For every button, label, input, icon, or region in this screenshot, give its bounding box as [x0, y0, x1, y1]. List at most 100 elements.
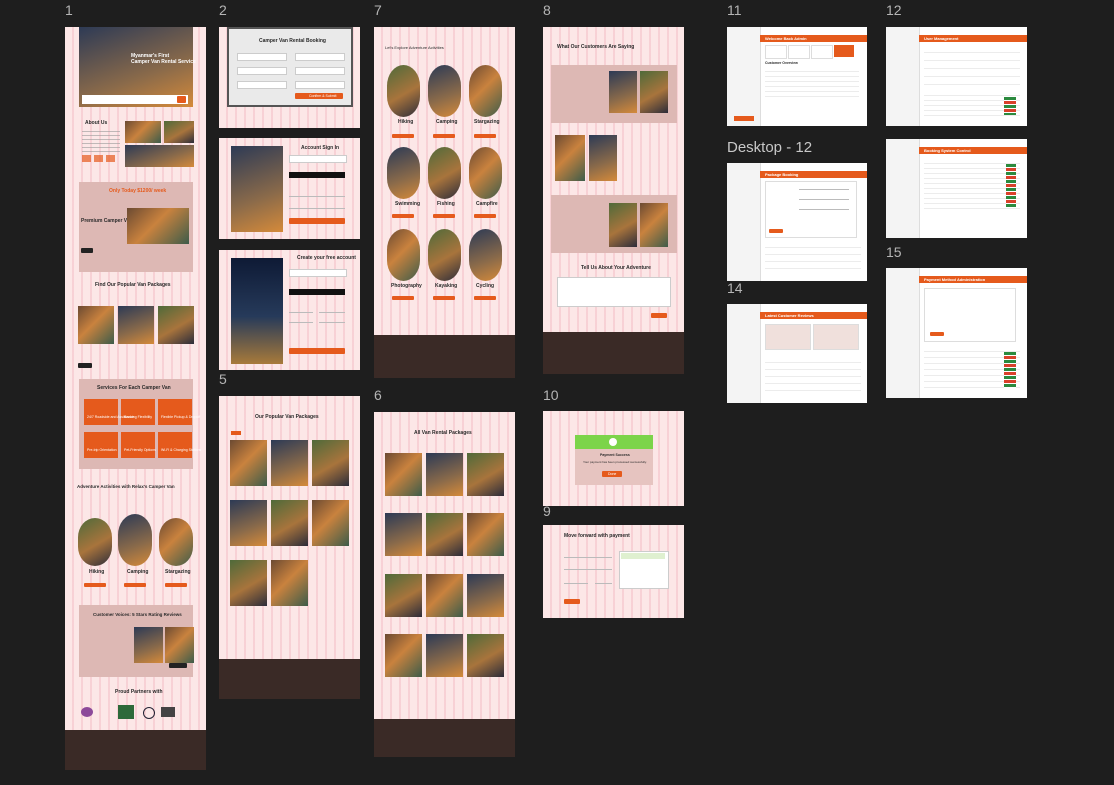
act-photography [387, 229, 420, 281]
service-label-2: Booking Flexibility [124, 415, 153, 419]
service-card-3 [158, 399, 192, 425]
success-title: Payment Success [600, 453, 630, 457]
apple-button[interactable] [289, 172, 345, 178]
hero-search-bar[interactable] [82, 95, 188, 104]
pkg5-card-3[interactable] [312, 440, 349, 486]
act-label-fishing: Fishing [437, 201, 455, 207]
frame-admin-dashboard[interactable]: Welcome Back Admin Customer Overview [727, 27, 867, 126]
service-label-3: Flexible Pickup & Dropoff [161, 415, 201, 419]
act-fishing [428, 147, 461, 199]
pkg5-card-5[interactable] [271, 500, 308, 546]
booking-submit-label: Confirm & Submit [309, 94, 337, 98]
more-reviews-button[interactable] [169, 663, 187, 668]
payment-continue-button[interactable] [564, 599, 580, 604]
popular-packages-title: Our Popular Van Packages [255, 414, 319, 420]
pkg5-card-1[interactable] [230, 440, 267, 486]
booking-field-6[interactable] [295, 81, 345, 89]
hero-search-button[interactable] [177, 96, 186, 103]
package-card-2[interactable] [118, 306, 154, 344]
frame-testimonials[interactable]: What Our Customers Are Saying Tell Us Ab… [543, 27, 684, 374]
booking-form-title: Camper Van Rental Booking [259, 38, 326, 44]
sign-in-title: Account Sign In [301, 145, 340, 151]
activity-button-1[interactable] [84, 583, 106, 587]
activity-button-2[interactable] [124, 583, 146, 587]
frame-payment[interactable]: Move forward with payment [543, 525, 684, 618]
act-kayaking [428, 229, 461, 281]
frame-label-9: 9 [543, 503, 551, 519]
booking-field-2[interactable] [295, 53, 345, 61]
sign-up-image [231, 258, 283, 364]
success-check-icon [609, 438, 617, 446]
all-packages-title: All Van Rental Packages [414, 430, 472, 436]
service-card-2 [121, 399, 155, 425]
activity-label-stargazing: Stargazing [165, 569, 191, 575]
booking-field-1[interactable] [237, 53, 287, 61]
booking-submit-button[interactable] [295, 93, 343, 99]
frame-label-14: 14 [727, 280, 743, 296]
pkg-booking-title: Package Booking [765, 172, 799, 177]
success-done-label: Done [608, 472, 617, 476]
frame-package-booking[interactable]: Package Booking [727, 163, 867, 281]
admin-logout-button[interactable] [734, 116, 754, 121]
booking-field-3[interactable] [237, 67, 287, 75]
frame-label-6: 6 [374, 387, 382, 403]
service-card-4 [84, 432, 118, 458]
frame-landing-page[interactable]: Myanmar's First Camper Van Rental Servic… [65, 27, 206, 770]
act-cycling [469, 229, 502, 281]
adventure-textarea[interactable] [557, 277, 671, 307]
frame-booking-control[interactable]: Booking System Control [886, 139, 1027, 238]
pkg5-card-4[interactable] [230, 500, 267, 546]
pkg5-card-8[interactable] [271, 560, 308, 606]
sign-up-google-button[interactable] [289, 269, 347, 277]
activity-button-3[interactable] [165, 583, 187, 587]
pkg5-card-6[interactable] [312, 500, 349, 546]
act-campfire [469, 147, 502, 199]
about-stat-1 [82, 155, 91, 162]
payment-admin-title: Payment Method Administration [924, 277, 986, 282]
view-all-button[interactable] [78, 363, 92, 368]
frame-label-2: 2 [219, 2, 227, 18]
about-image-1 [125, 121, 161, 143]
booking-field-5[interactable] [237, 81, 287, 89]
pkg-booking-save-button[interactable] [769, 229, 783, 233]
service-label-6: Wi-Fi & Charging Stations [161, 448, 202, 452]
reviews-admin-header [760, 312, 867, 319]
premium-van-image [127, 208, 189, 244]
package-card-3[interactable] [158, 306, 194, 344]
pkg-booking-header [760, 171, 867, 178]
frame-payment-admin[interactable]: Payment Method Administration [886, 268, 1027, 398]
frame-sign-in[interactable]: Account Sign In [219, 138, 360, 239]
sign-up-submit-button[interactable] [289, 348, 345, 354]
frame-sign-up[interactable]: Create your free account [219, 250, 360, 370]
frame-user-management[interactable]: User Management [886, 27, 1027, 126]
packages-title: Find Our Popular Van Packages [95, 282, 171, 288]
adventure-submit-button[interactable] [651, 313, 667, 318]
frame-booking-form[interactable]: Camper Van Rental Booking Confirm & Subm… [219, 27, 360, 128]
success-done-button[interactable] [602, 471, 622, 477]
service-label-1: 24/7 Roadside and Assistance [87, 415, 135, 419]
about-image-2 [164, 121, 194, 143]
about-image-3 [125, 145, 194, 167]
frame-label-10: 10 [543, 387, 559, 403]
frame-activities[interactable]: Let's Explore Adventure Activities Hikin… [374, 27, 515, 378]
pkg5-card-2[interactable] [271, 440, 308, 486]
activities-footer [374, 335, 515, 378]
frame-popular-packages[interactable]: Our Popular Van Packages [219, 396, 360, 699]
google-button[interactable] [289, 155, 347, 163]
act-camping [428, 65, 461, 117]
activities-page-title: Let's Explore Adventure Activities [385, 45, 444, 50]
booking-field-4[interactable] [295, 67, 345, 75]
package-card-1[interactable] [78, 306, 114, 344]
sign-in-submit-button[interactable] [289, 218, 345, 224]
frame-all-packages[interactable]: All Van Rental Packages [374, 412, 515, 757]
frame-payment-success[interactable]: Payment Success Your payment has been pr… [543, 411, 684, 506]
success-message: Your payment has been processed successf… [583, 460, 647, 464]
service-card-1 [84, 399, 118, 425]
pkg5-card-7[interactable] [230, 560, 267, 606]
premium-book-button[interactable] [81, 248, 93, 253]
sign-up-apple-button[interactable] [289, 289, 345, 295]
hero-image [79, 27, 193, 107]
service-card-6 [158, 432, 192, 458]
frame-reviews-admin[interactable]: Latest Customer Reviews [727, 304, 867, 403]
user-mgmt-title: User Management [924, 36, 959, 41]
